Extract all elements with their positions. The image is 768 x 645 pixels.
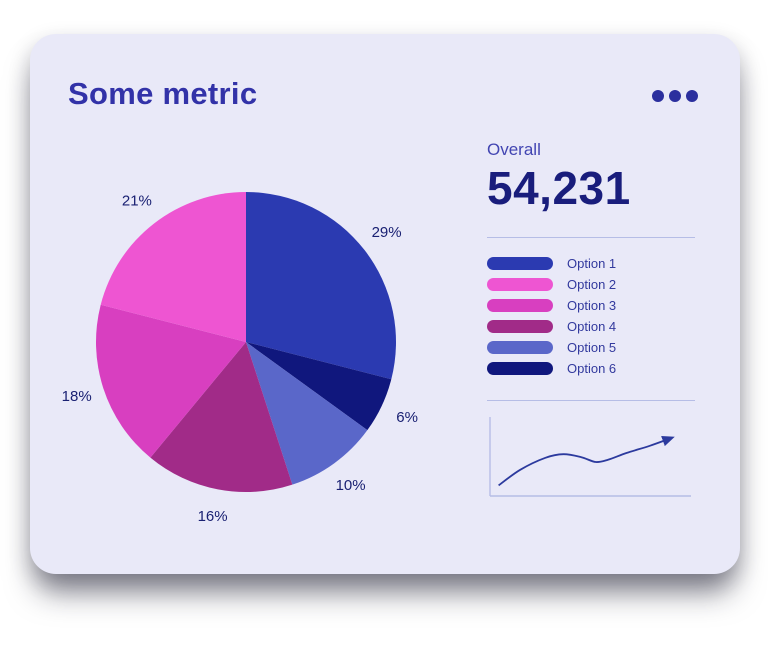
legend-item: Option 3: [487, 298, 695, 313]
legend-swatch: [487, 320, 553, 333]
overall-value: 54,231: [487, 162, 631, 214]
trend-sparkline: [487, 415, 693, 499]
pie-slice-option-1: [246, 192, 397, 380]
page-title: Some metric: [68, 76, 258, 111]
pie-label: 10%: [336, 477, 366, 494]
legend-label: Option 1: [567, 256, 617, 271]
legend: Option 1 Option 2 Option 3 Option 4 Option 5…: [487, 256, 695, 376]
pie-label: 16%: [198, 508, 228, 525]
legend-item: Option 4: [487, 319, 695, 334]
legend-swatch: [487, 362, 553, 375]
legend-swatch: [487, 299, 553, 312]
pie-chart: 29% 6% 10% 16% 18% 21%: [46, 142, 446, 542]
ellipsis-icon: [669, 90, 681, 102]
legend-swatch: [487, 278, 553, 291]
pie-slice-option-6: [246, 342, 392, 431]
legend-label: Option 3: [567, 298, 617, 313]
legend-swatch: [487, 341, 553, 354]
divider: [487, 237, 695, 238]
pie-label: 21%: [122, 192, 152, 209]
legend-swatch: [487, 257, 553, 270]
pie-slice-option-2: [100, 191, 247, 342]
pie-label: 18%: [62, 388, 92, 405]
ellipsis-icon: [686, 90, 698, 102]
pie-label: 6%: [396, 409, 418, 426]
legend-label: Option 5: [567, 340, 617, 355]
divider: [487, 400, 695, 401]
legend-item: Option 1: [487, 256, 695, 271]
legend-item: Option 6: [487, 361, 695, 376]
menu-button[interactable]: [648, 86, 702, 106]
legend-label: Option 2: [567, 277, 617, 292]
pie-label: 29%: [372, 224, 402, 241]
metric-card: Some metric 29% 6% 10% 16% 18% 21% Overall 54…: [30, 34, 740, 574]
overall-label: Overall: [487, 140, 541, 159]
legend-item: Option 2: [487, 277, 695, 292]
pie-slice-option-5: [246, 342, 368, 485]
legend-label: Option 4: [567, 319, 617, 334]
legend-label: Option 6: [567, 361, 617, 376]
pie-slice-option-4: [150, 342, 293, 493]
legend-item: Option 5: [487, 340, 695, 355]
ellipsis-icon: [652, 90, 664, 102]
sparkline-path: [498, 435, 675, 487]
pie-slice-option-3: [95, 304, 246, 458]
